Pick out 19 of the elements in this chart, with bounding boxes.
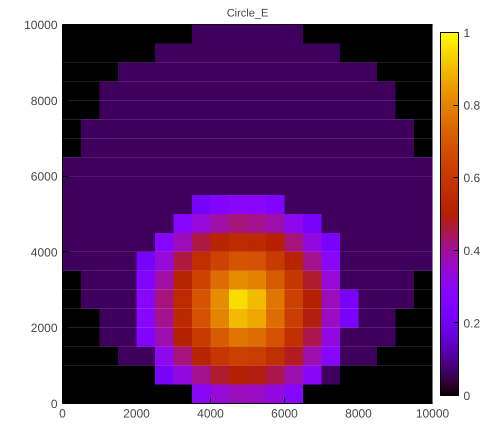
chart-title: Circle_E	[226, 8, 268, 20]
y-tick-label: 10000	[24, 18, 58, 32]
y-tick-label: 6000	[30, 170, 58, 184]
color-bar-label: 0.4	[464, 244, 481, 258]
color-bar-label: 0.2	[464, 316, 481, 330]
y-tick-label: 0	[50, 397, 58, 411]
color-bar-label: 1	[464, 26, 470, 40]
color-bar-label: 0.6	[464, 171, 481, 186]
x-tick-label: 0	[59, 406, 66, 420]
x-tick-label: 6000	[271, 406, 298, 420]
y-tick-label: 2000	[30, 321, 58, 336]
x-tick-label: 2000	[123, 406, 150, 420]
y-tick-label: 8000	[30, 94, 58, 108]
color-bar-label: 0	[464, 389, 470, 403]
color-bar-label: 0.8	[464, 98, 481, 113]
x-tick-label: 4000	[197, 406, 224, 420]
y-tick-label: 4000	[30, 245, 58, 260]
x-tick-label: 10000	[416, 406, 450, 420]
x-tick-label: 8000	[345, 406, 372, 420]
